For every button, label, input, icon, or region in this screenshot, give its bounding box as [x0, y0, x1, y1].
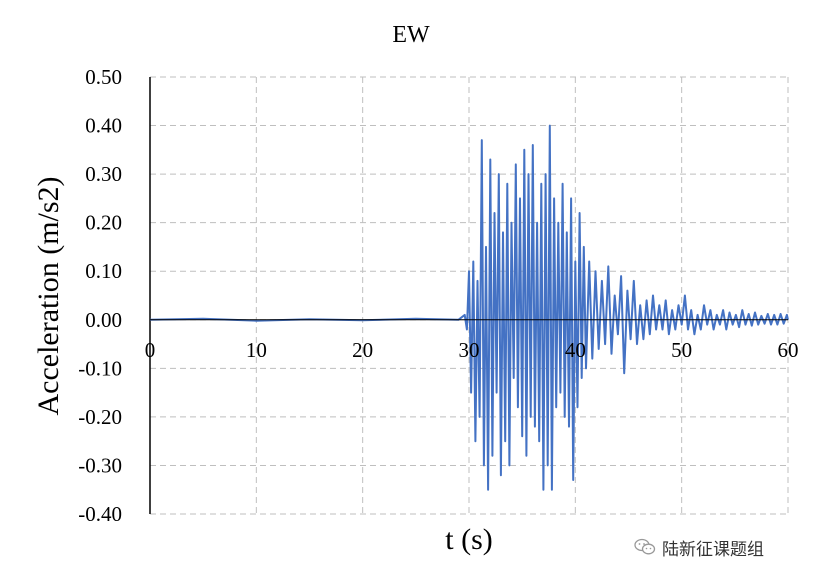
y-tick-label: 0.20	[85, 211, 122, 235]
y-tick-label: -0.20	[78, 405, 122, 429]
y-tick-label: 0.40	[85, 114, 122, 138]
x-tick-labels: 0 10 20 30 40 50 60	[145, 338, 799, 362]
series-line	[149, 124, 789, 491]
y-tick-label: 0.50	[85, 65, 122, 89]
x-tick-label: 30	[459, 338, 480, 362]
y-tick-label: -0.10	[78, 356, 122, 380]
y-tick-label: -0.30	[78, 453, 122, 477]
y-tick-label: 0.00	[85, 308, 122, 332]
watermark: 陆新征课题组	[634, 534, 764, 560]
y-tick-label: 0.30	[85, 162, 122, 186]
x-tick-label: 60	[778, 338, 799, 362]
y-tick-label: 0.10	[85, 259, 122, 283]
chart-title: EW	[392, 22, 430, 48]
watermark-text: 陆新征课题组	[662, 539, 764, 560]
x-axis-label: t (s)	[445, 523, 493, 556]
x-tick-label: 20	[352, 338, 373, 362]
x-tick-label: 10	[246, 338, 267, 362]
x-tick-label: 40	[565, 338, 586, 362]
y-axis-label: Acceleration (m/s2)	[32, 176, 65, 415]
x-tick-label: 50	[671, 338, 692, 362]
y-tick-label: -0.40	[78, 502, 122, 526]
wechat-icon	[634, 538, 656, 555]
x-tick-label: 0	[145, 338, 156, 362]
y-tick-labels: 0.50 0.40 0.30 0.20 0.10 0.00 -0.10 -0.20 -0.30 -…	[78, 65, 122, 526]
